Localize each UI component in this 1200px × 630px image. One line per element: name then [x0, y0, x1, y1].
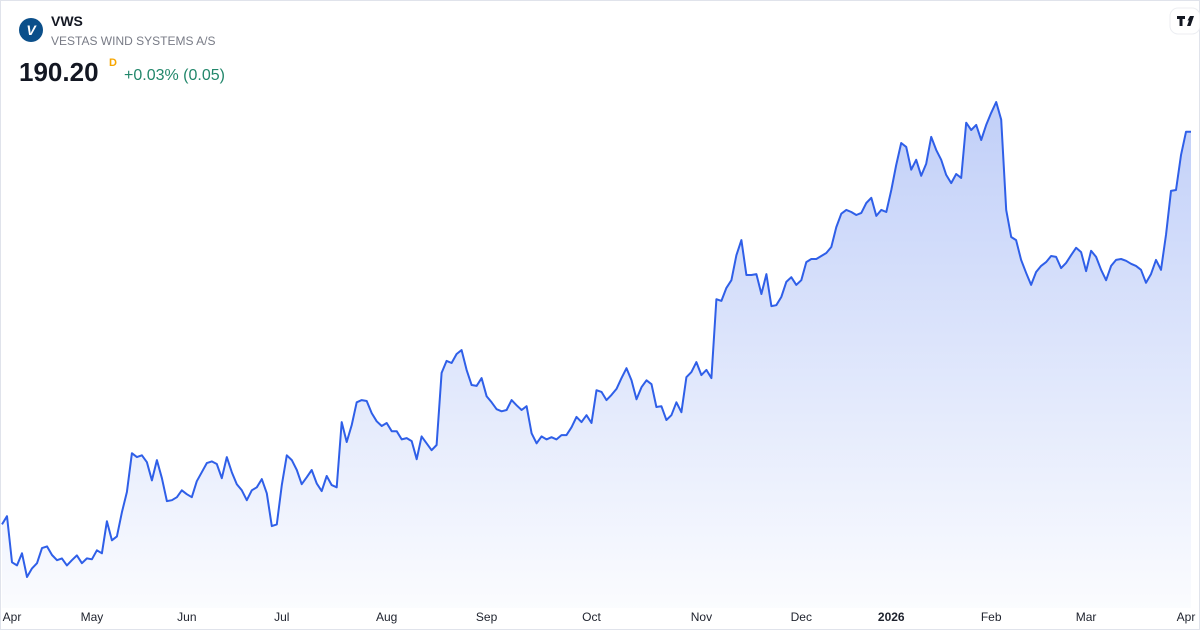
price-change: +0.03% (0.05) [124, 67, 225, 84]
x-tick-label: Aug [376, 610, 397, 624]
x-tick-label: Jun [177, 610, 196, 624]
x-tick-label: Dec [791, 610, 812, 624]
x-tick-label: Jul [274, 610, 289, 624]
x-tick-label: Mar [1076, 610, 1097, 624]
x-tick-label: Apr [3, 610, 22, 624]
header: V VWS VESTAS WIND SYSTEMS A/S 190.20 D +… [19, 13, 225, 87]
area-fill [2, 102, 1191, 608]
logo [19, 18, 43, 42]
x-tick-label: Feb [981, 610, 1002, 624]
price: 190.20 [19, 57, 99, 87]
brand-icon [1177, 16, 1194, 26]
symbol: VWS [51, 13, 83, 29]
plot-area: Apr May Jun Jul Aug Sep Oct Nov Dec 2026 Feb Mar Apr [1, 101, 1196, 624]
brand-button[interactable] [1169, 7, 1200, 35]
brand-badge[interactable] [1169, 7, 1200, 35]
x-tick-label: Sep [476, 610, 498, 624]
x-tick-label: Apr [1177, 610, 1196, 624]
x-tick-label: May [81, 610, 104, 624]
x-tick-label: Nov [691, 610, 712, 624]
x-tick-label: Oct [582, 610, 601, 624]
price-line [1, 101, 1191, 578]
x-tick-label: 2026 [878, 610, 905, 624]
price-flag: D [109, 57, 117, 69]
company-name: VESTAS WIND SYSTEMS A/S [51, 34, 215, 48]
logo-letter: V [26, 22, 37, 38]
